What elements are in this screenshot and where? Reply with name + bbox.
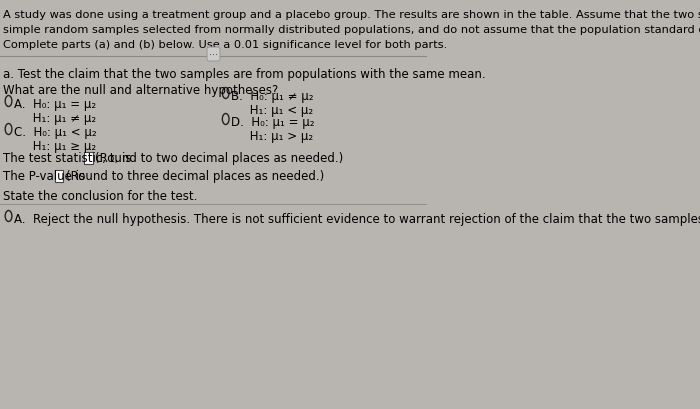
- Text: (Round to three decimal places as needed.): (Round to three decimal places as needed…: [66, 170, 324, 182]
- Text: H₁: μ₁ ≥ μ₂: H₁: μ₁ ≥ μ₂: [14, 139, 96, 153]
- Text: The P-value is: The P-value is: [3, 170, 85, 182]
- FancyBboxPatch shape: [84, 153, 92, 164]
- Text: (Round to two decimal places as needed.): (Round to two decimal places as needed.): [95, 152, 344, 164]
- Text: State the conclusion for the test.: State the conclusion for the test.: [3, 189, 197, 202]
- Text: a. Test the claim that the two samples are from populations with the same mean.: a. Test the claim that the two samples a…: [3, 68, 486, 81]
- Text: A.  Reject the null hypothesis. There is not sufficient evidence to warrant reje: A. Reject the null hypothesis. There is …: [14, 213, 700, 225]
- Text: What are the null and alternative hypotheses?: What are the null and alternative hypoth…: [3, 84, 279, 97]
- Text: H₁: μ₁ ≠ μ₂: H₁: μ₁ ≠ μ₂: [14, 112, 96, 125]
- Text: H₁: μ₁ < μ₂: H₁: μ₁ < μ₂: [231, 104, 314, 117]
- Text: B.  H₀: μ₁ ≠ μ₂: B. H₀: μ₁ ≠ μ₂: [231, 90, 314, 103]
- Text: H₁: μ₁ > μ₂: H₁: μ₁ > μ₂: [231, 130, 314, 143]
- Text: simple random samples selected from normally distributed populations, and do not: simple random samples selected from norm…: [3, 25, 700, 35]
- Text: ···: ···: [209, 50, 218, 60]
- Text: A.  H₀: μ₁ = μ₂: A. H₀: μ₁ = μ₂: [14, 98, 96, 111]
- Text: C.  H₀: μ₁ < μ₂: C. H₀: μ₁ < μ₂: [14, 126, 97, 139]
- Text: A study was done using a treatment group and a placebo group. The results are sh: A study was done using a treatment group…: [3, 10, 700, 20]
- FancyBboxPatch shape: [55, 171, 64, 182]
- Text: Complete parts (a) and (b) below. Use a 0.01 significance level for both parts.: Complete parts (a) and (b) below. Use a …: [3, 40, 447, 50]
- Text: D.  H₀: μ₁ = μ₂: D. H₀: μ₁ = μ₂: [231, 116, 315, 129]
- Text: The test statistic, t, is: The test statistic, t, is: [3, 152, 132, 164]
